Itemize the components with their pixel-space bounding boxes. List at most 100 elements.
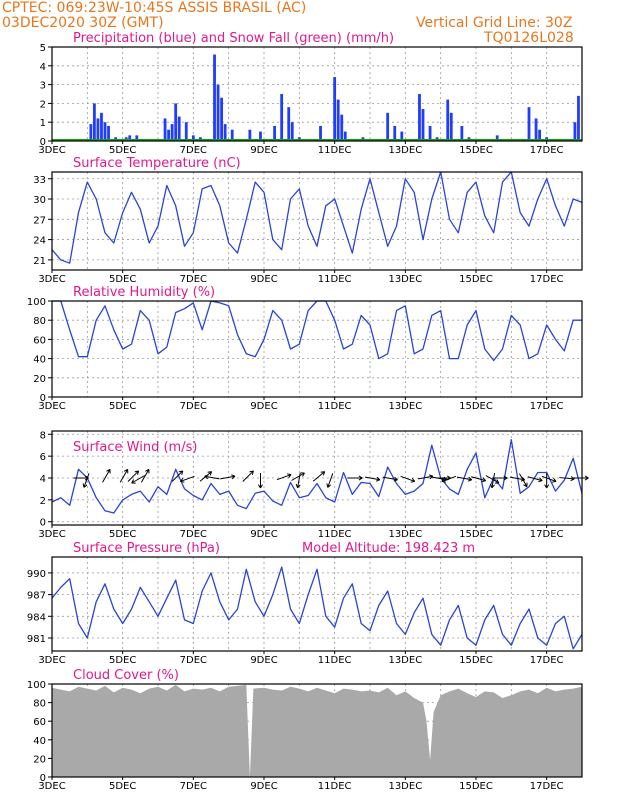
x-tick-label: 13DEC xyxy=(388,655,422,666)
precip-bar xyxy=(534,118,538,141)
precip-bar xyxy=(400,131,404,141)
y-tick-label: 24 xyxy=(33,236,46,247)
wind-arrow-head xyxy=(295,483,301,489)
x-tick-label: 3DEC xyxy=(38,655,65,666)
wind-arrow xyxy=(297,472,301,488)
wind-arrow xyxy=(491,472,496,488)
wind-arrow xyxy=(276,474,292,481)
y-tick-label: 100 xyxy=(27,680,46,691)
wind-arrow-head xyxy=(481,477,487,483)
wind-arrow xyxy=(485,475,500,484)
x-tick-label: 7DEC xyxy=(180,274,207,285)
panel-frame xyxy=(51,300,583,398)
x-tick-label: 15DEC xyxy=(459,529,493,540)
precip-bar xyxy=(418,94,421,141)
precip-bar xyxy=(213,54,216,141)
wind-arrow-head xyxy=(300,472,305,477)
wind-arrow-head xyxy=(523,482,528,488)
run-date: 03DEC2020 30Z (GMT) xyxy=(2,15,164,31)
x-tick-label: 9DEC xyxy=(250,529,277,540)
series-line xyxy=(51,566,583,650)
y-tick-label: 984 xyxy=(27,612,46,623)
wind-arrow xyxy=(312,471,325,482)
precip-bar xyxy=(184,122,188,141)
x-tick-label: 17DEC xyxy=(530,274,564,285)
precip-bar xyxy=(280,94,284,141)
x-tick-label: 5DEC xyxy=(109,655,136,666)
wind-arrow xyxy=(171,470,184,482)
x-tick-label: 11DEC xyxy=(318,145,352,156)
y-tick-label: 2 xyxy=(40,496,46,507)
panel-frame xyxy=(51,556,583,652)
wind-arrow xyxy=(364,476,380,481)
wind-arrow xyxy=(559,477,575,480)
x-tick-label: 17DEC xyxy=(530,781,564,792)
wind-arrow-head xyxy=(490,483,495,489)
panel-title: Precipitation (blue) and Snow Fall (gree… xyxy=(73,31,394,46)
wind-arrow xyxy=(527,476,543,482)
panel-frame xyxy=(51,683,583,778)
wind-arrow-head xyxy=(552,477,557,483)
x-tick-label: 11DEC xyxy=(318,781,352,792)
precip-bar xyxy=(191,135,195,141)
x-tick-label: 15DEC xyxy=(459,401,493,412)
x-tick-label: 9DEC xyxy=(250,401,277,412)
wind-arrow-head xyxy=(249,470,254,475)
x-tick-label: 3DEC xyxy=(38,274,65,285)
wind-arrow xyxy=(102,469,111,483)
panel-5: 0 20 40 60 80 100 3DEC 5DEC 7DEC 9DEC 11DEC 13DEC 15… xyxy=(27,668,583,792)
x-tick-label: 3DEC xyxy=(38,145,65,156)
precip-bar xyxy=(340,114,344,141)
x-tick-label: 13DEC xyxy=(388,781,422,792)
precip-bar xyxy=(167,129,170,141)
y-tick-label: 1 xyxy=(40,118,46,129)
precip-bar xyxy=(163,118,167,141)
x-tick-label: 11DEC xyxy=(318,529,352,540)
panel-3: 0 2 4 6 8 3DEC 5DEC 7DEC 9DEC 11DEC 13DEC 15DEC 17DE… xyxy=(38,430,583,540)
panel-1: 21 24 27 30 33 3DEC 5DEC 7DEC 9DEC 11DEC 13DEC 15DE… xyxy=(33,156,583,285)
series-line xyxy=(52,300,582,362)
precip-bar xyxy=(216,84,220,141)
precip-bar xyxy=(393,125,397,141)
x-tick-label: 17DEC xyxy=(530,655,564,666)
panel-2: 0 20 40 60 80 100 3DEC 5DEC 7DEC 9DEC 11DEC 13DEC 15… xyxy=(27,285,583,412)
wind-arrow-head xyxy=(106,468,111,474)
wind-arrow xyxy=(441,475,457,482)
wind-arrow-head xyxy=(207,471,213,476)
y-tick-label: 80 xyxy=(33,699,46,710)
precip-bar xyxy=(449,112,453,141)
y-tick-label: 40 xyxy=(33,736,46,747)
precip-bar xyxy=(273,125,276,141)
wind-arrow-head xyxy=(538,477,543,483)
precip-bar xyxy=(259,131,262,141)
x-tick-label: 3DEC xyxy=(38,401,65,412)
precip-bar xyxy=(107,125,110,141)
y-tick-label: 60 xyxy=(33,717,46,728)
y-tick-label: 987 xyxy=(27,591,46,602)
x-tick-label: 15DEC xyxy=(459,781,493,792)
wind-arrow-head xyxy=(467,476,473,482)
y-tick-label: 21 xyxy=(33,256,46,267)
x-tick-label: 5DEC xyxy=(109,274,136,285)
precip-bar xyxy=(495,135,499,141)
panel-frame xyxy=(51,171,583,271)
precip-bar xyxy=(177,116,181,141)
wind-arrow-head xyxy=(503,475,508,481)
wind-arrow-head xyxy=(134,470,140,475)
panel-title: Surface Temperature (nC) xyxy=(73,156,241,171)
y-tick-label: 0 xyxy=(40,393,46,404)
y-tick-label: 20 xyxy=(33,754,46,765)
precip-bar xyxy=(220,97,223,141)
panel-title: Cloud Cover (%) xyxy=(73,668,179,683)
cloud-area xyxy=(52,684,582,777)
panel-0: 0 1 2 3 4 5 3DEC 5DEC 7DEC 9DEC 11DEC 13DEC 15DEC 17D… xyxy=(38,31,583,156)
x-tick-label: 9DEC xyxy=(250,274,277,285)
x-tick-label: 15DEC xyxy=(459,274,493,285)
wind-arrow xyxy=(220,475,236,480)
wind-arrow-head xyxy=(204,474,209,480)
precip-bar xyxy=(248,129,252,141)
y-tick-label: 5 xyxy=(40,43,46,54)
x-tick-label: 7DEC xyxy=(180,401,207,412)
precip-bar xyxy=(135,135,139,141)
wind-arrow xyxy=(519,473,528,487)
